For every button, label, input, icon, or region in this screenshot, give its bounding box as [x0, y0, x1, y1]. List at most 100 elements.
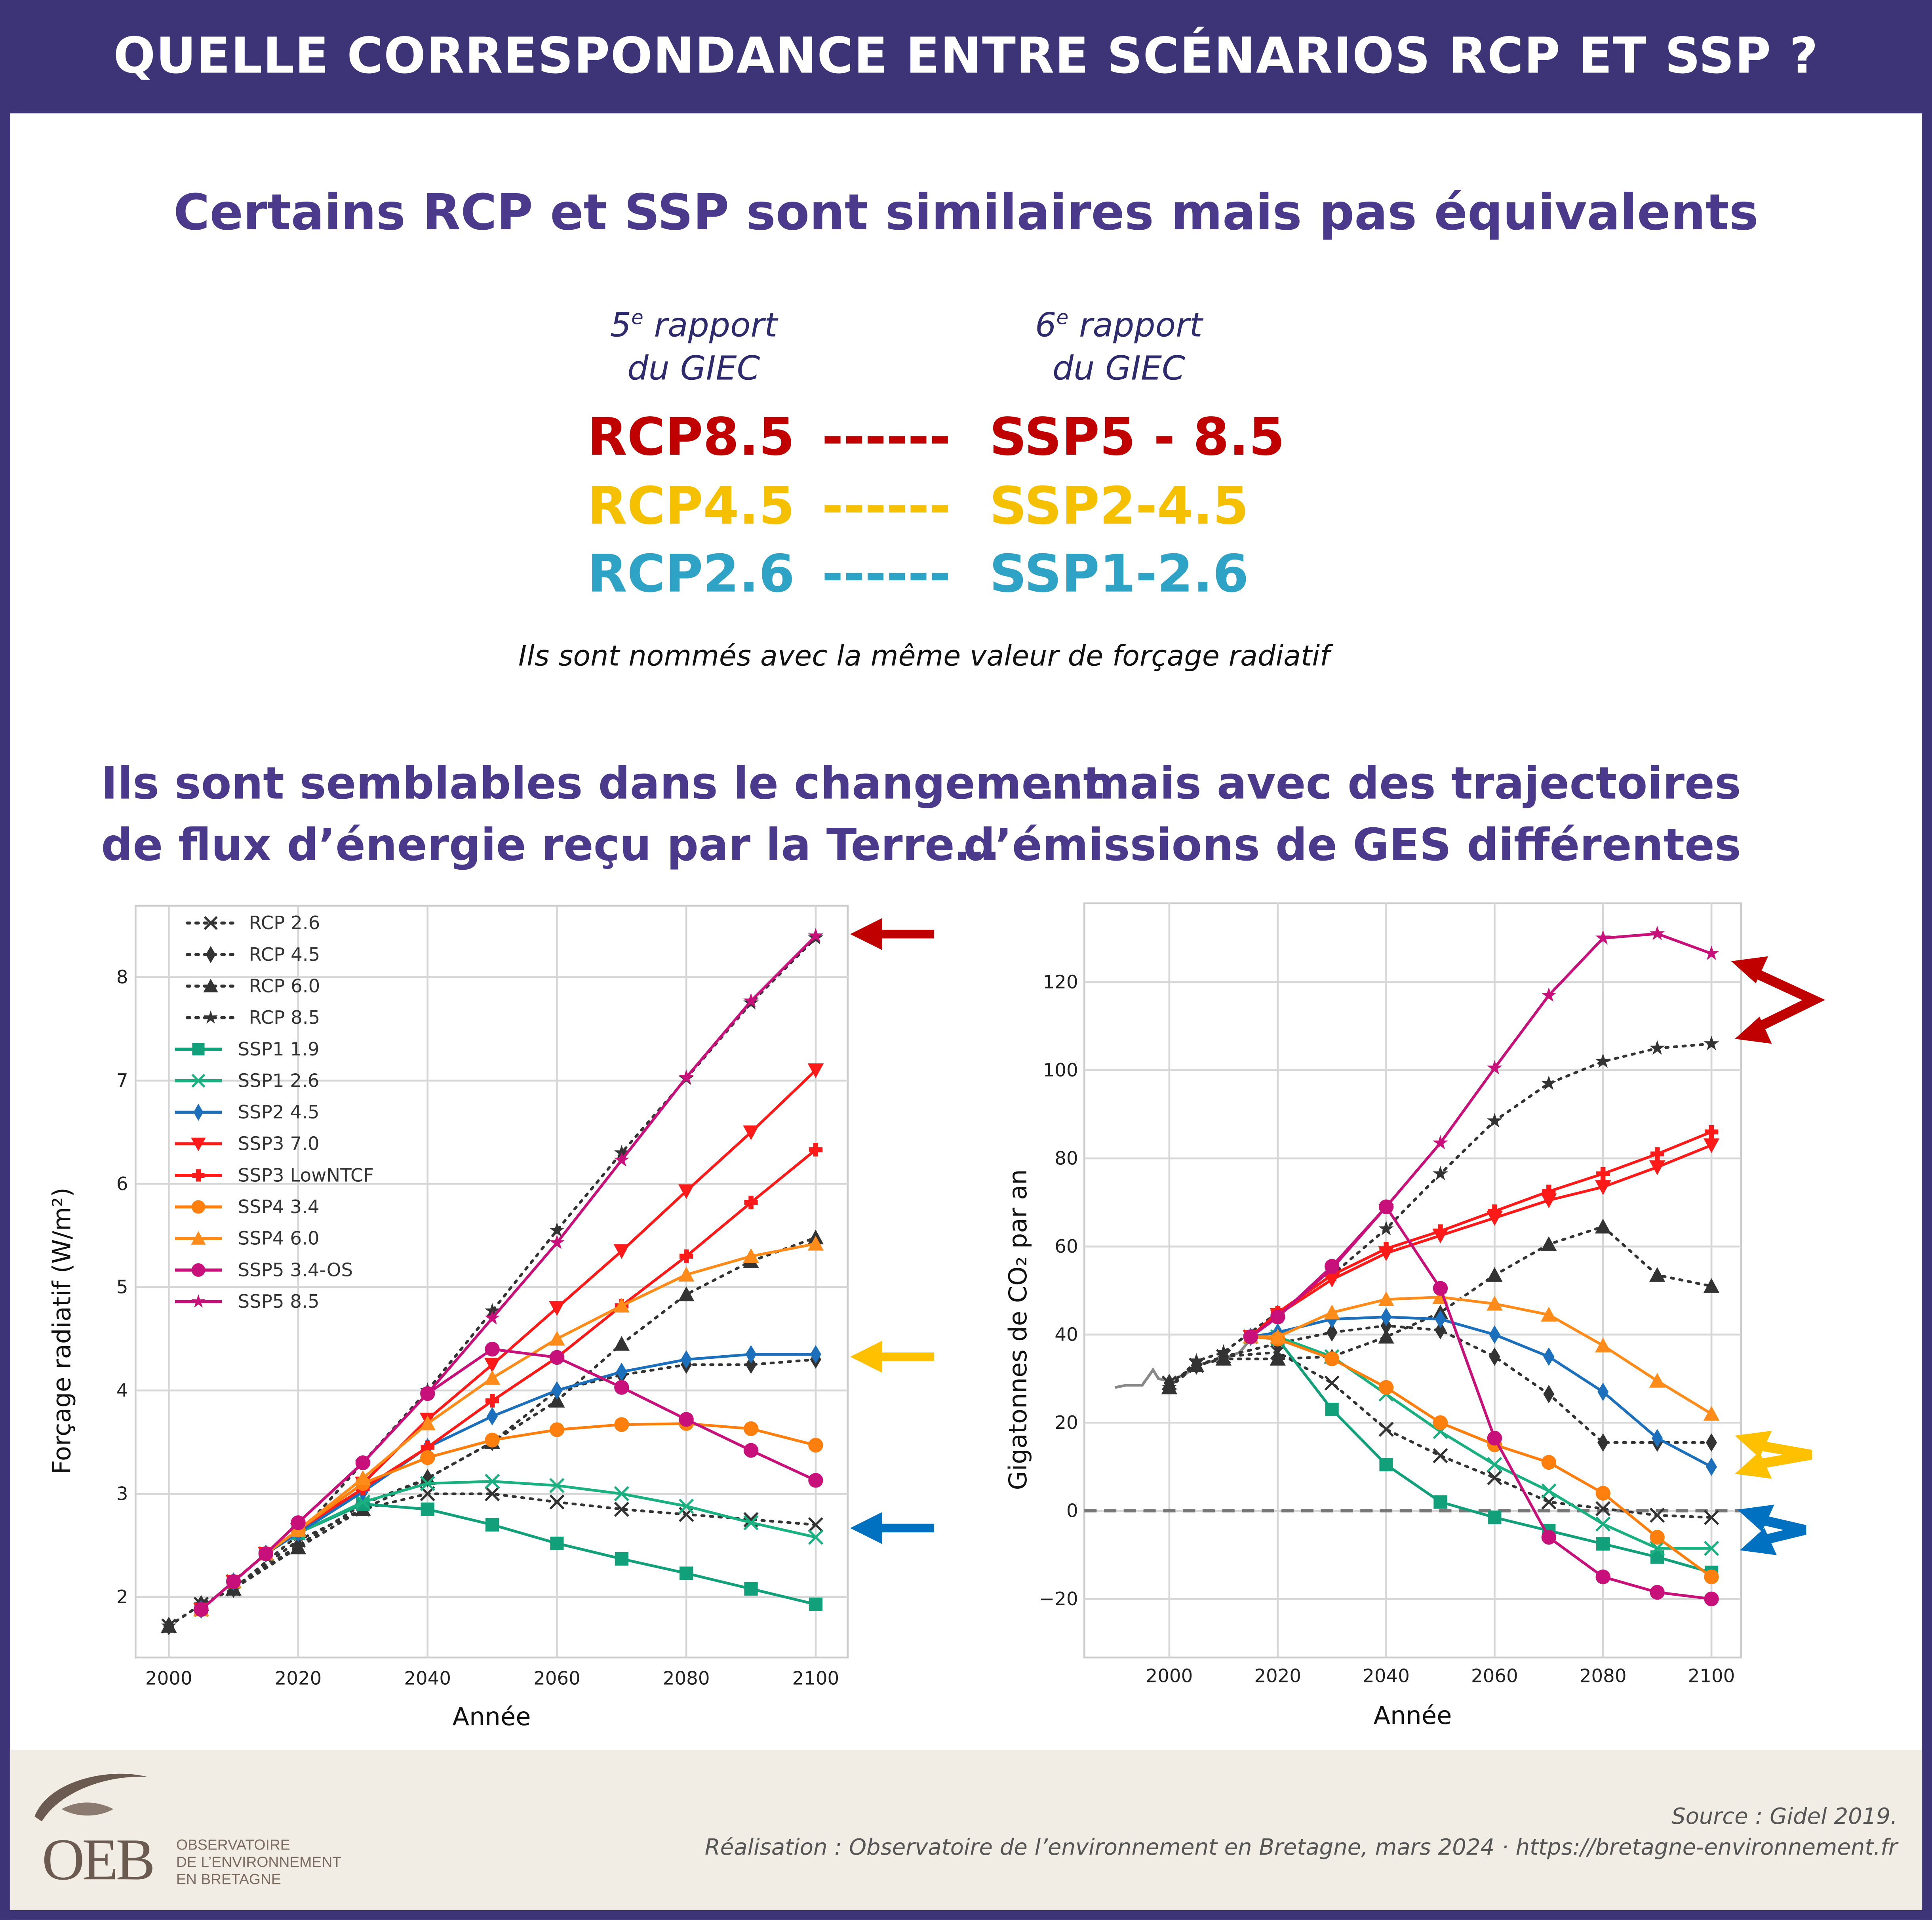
star-marker	[614, 1152, 630, 1167]
triangle-marker	[1595, 1337, 1611, 1352]
arrow-head	[1735, 1451, 1772, 1479]
legend-label: SSP4 6.0	[238, 1228, 320, 1250]
plus-marker	[744, 1196, 758, 1210]
arrow-head	[1735, 1430, 1772, 1458]
star-marker	[290, 1514, 306, 1530]
series-ssp5-8-5	[193, 928, 824, 1616]
x-marker	[1704, 1510, 1719, 1525]
circle-marker	[191, 1263, 206, 1277]
x-tick-label: 2040	[1363, 1665, 1410, 1687]
triangle-marker	[678, 1286, 695, 1301]
triangle-down-marker	[484, 1358, 501, 1373]
legend-label: SSP3 LowNTCF	[238, 1165, 374, 1186]
triangle-marker	[191, 1231, 206, 1245]
oeb-logo-text: OBSERVATOIRE DE L’ENVIRONNEMENT EN BRETA…	[176, 1836, 341, 1888]
series-line	[1168, 1324, 1713, 1444]
arrow-shaft	[1753, 1513, 1806, 1547]
legend-label: SSP5 3.4-OS	[238, 1259, 353, 1281]
circle-marker	[614, 1417, 629, 1432]
correspondence-dashes: ------	[822, 406, 951, 467]
x-axis-label: Année	[1373, 1701, 1452, 1730]
diamond-marker	[1597, 1383, 1609, 1401]
square-marker	[421, 1502, 434, 1516]
emissions-chart: 2000 2020 2040 2060 2080 2100−200204060801001…	[1003, 902, 1742, 1730]
y-tick-label: 80	[1055, 1148, 1078, 1169]
correspondence-dashes: ------	[822, 543, 951, 604]
series-line	[1250, 1335, 1712, 1574]
source-text: Source : Gidel 2019.	[1671, 1804, 1898, 1830]
triangle-down-marker	[613, 1244, 630, 1259]
x-marker	[191, 1074, 206, 1088]
arrow-head	[850, 1512, 882, 1544]
circle-marker	[485, 1432, 500, 1448]
x-tick-label: 2080	[1580, 1665, 1627, 1687]
x-marker	[743, 1515, 759, 1530]
triangle-marker	[1487, 1295, 1503, 1311]
star-marker	[808, 928, 824, 943]
square-marker	[680, 1566, 693, 1580]
triangle-marker	[1649, 1267, 1666, 1282]
x-marker	[549, 1494, 565, 1510]
star-marker	[355, 1455, 371, 1469]
series-line	[1168, 1350, 1713, 1519]
diamond-marker	[1435, 1321, 1446, 1340]
triangle-marker	[1703, 1278, 1720, 1293]
x-marker	[614, 1501, 629, 1517]
circle-marker	[1650, 1530, 1665, 1545]
star-marker	[204, 1010, 218, 1024]
triangle-marker	[1270, 1350, 1286, 1366]
star-marker	[1487, 1113, 1502, 1128]
plus-marker	[192, 1169, 205, 1182]
triangle-marker	[807, 1236, 824, 1251]
x-tick-label: 2040	[404, 1668, 451, 1690]
circle-marker	[808, 1438, 823, 1453]
x-tick-label: 2080	[663, 1668, 710, 1690]
rcp-label: RCP4.5	[587, 476, 795, 536]
star-marker	[1595, 930, 1611, 945]
logo-line1: OBSERVATOIRE	[176, 1836, 290, 1853]
oeb-logo-abbr: OEB	[42, 1827, 155, 1893]
x-marker	[420, 1476, 435, 1491]
circle-marker	[1595, 1486, 1610, 1501]
legend-label: RCP 4.5	[249, 944, 320, 966]
plus-marker	[1650, 1147, 1664, 1161]
diamond-marker	[1543, 1385, 1555, 1404]
forcing-chart: 2000 2020 2040 2060 2080 2100 2 3 4 5 6 7 8 Année Forç…	[47, 905, 849, 1731]
diamond-marker	[1435, 1310, 1446, 1329]
square-marker	[192, 1043, 205, 1055]
star-marker	[1704, 1036, 1719, 1051]
triangle-marker	[1541, 1307, 1557, 1322]
x-tick-label: 2020	[275, 1668, 322, 1690]
x-marker	[484, 1474, 500, 1489]
square-marker	[485, 1518, 499, 1532]
ssp-label: SSP2-4.5	[989, 476, 1249, 536]
triangle-marker	[678, 1267, 695, 1282]
triangle-marker	[203, 979, 218, 992]
star-marker	[1243, 1329, 1258, 1343]
left-heading: Ils sont semblables dans le changement d…	[101, 754, 1104, 877]
triangle-marker	[549, 1331, 565, 1346]
legend-label: SSP5 8.5	[238, 1291, 320, 1312]
yellow-arrow-icon	[850, 1341, 934, 1373]
x-marker	[1487, 1470, 1502, 1486]
series-line	[167, 936, 817, 1628]
series-triangle	[1161, 1219, 1720, 1394]
triangle-marker	[1541, 1236, 1557, 1251]
ar6-line2: du GIEC	[1052, 350, 1185, 389]
y-axis-label: Gigatonnes de CO₂ par an	[1003, 1169, 1032, 1490]
x-marker	[1541, 1483, 1557, 1499]
page-title: QUELLE CORRESPONDANCE ENTRE SCÉNARIOS RC…	[0, 0, 1932, 114]
square-marker	[1488, 1510, 1502, 1524]
triangle-marker	[613, 1336, 630, 1351]
star-marker	[1189, 1353, 1204, 1368]
star-marker	[193, 1601, 209, 1616]
circle-marker	[1650, 1585, 1665, 1600]
star-marker	[1595, 1053, 1611, 1068]
y-tick-label: 5	[116, 1277, 128, 1298]
y-tick-label: 8	[116, 967, 128, 988]
legend-label: SSP1 1.9	[238, 1039, 320, 1060]
triangle-marker	[1378, 1291, 1394, 1306]
